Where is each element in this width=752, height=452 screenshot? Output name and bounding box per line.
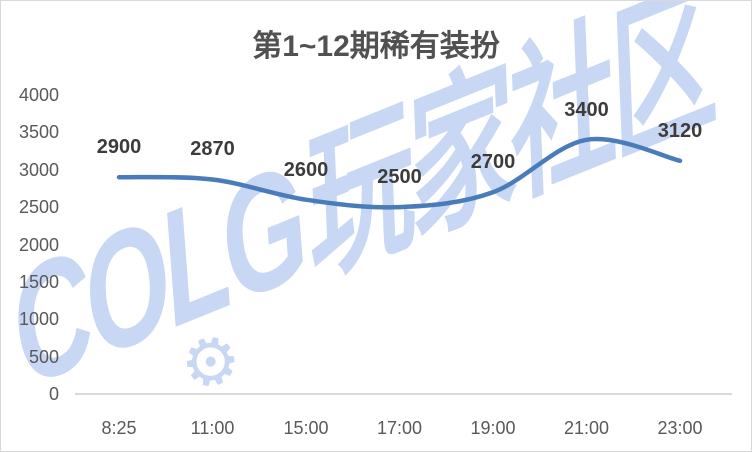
y-axis-tick-label: 500 [28,346,59,367]
x-axis-tick-label: 15:00 [283,418,329,438]
y-axis-tick-label: 3000 [18,159,59,180]
data-point-label: 3120 [657,119,703,142]
y-axis-tick-label: 2000 [18,234,59,255]
data-point-label: 2900 [96,136,142,159]
x-axis-tick-label: 23:00 [657,418,703,438]
data-point-label: 2870 [190,138,235,161]
data-point-label: 2700 [470,151,516,174]
y-axis-tick-label: 4000 [18,85,59,105]
y-axis-tick-label: 1000 [18,309,59,330]
series-curve [116,136,683,210]
y-axis-tick-label: 3500 [18,122,59,143]
chart-title: 第1~12期稀有装扮 [252,30,500,63]
x-axis-tick-label: 21:00 [563,418,610,438]
data-point-label: 2600 [283,158,329,181]
x-axis-line [75,393,732,395]
y-axis-tick-label: 2500 [18,197,59,218]
x-axis-tick-label: 8:25 [101,418,137,438]
data-point-label: 2500 [377,166,422,189]
y-axis-tick-label: 0 [48,384,59,404]
y-axis-tick-label: 1500 [18,271,59,292]
data-point-label: 3400 [564,98,609,121]
x-axis-tick-label: 17:00 [376,418,423,438]
x-axis-tick-label: 19:00 [470,418,516,438]
x-axis-tick-label: 11:00 [190,418,235,438]
